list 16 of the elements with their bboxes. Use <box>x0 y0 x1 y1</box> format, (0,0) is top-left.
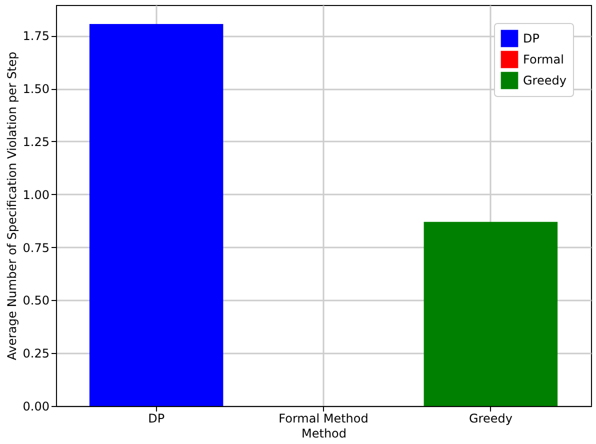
legend-label: Greedy <box>523 74 566 88</box>
x-tick-label: DP <box>148 412 165 426</box>
y-tick-label: 1.75 <box>22 29 50 44</box>
legend-label: DP <box>523 32 540 46</box>
x-axis-title: Method <box>301 426 347 440</box>
y-tick-label: 0.50 <box>22 294 50 308</box>
y-axis-title: Average Number of Specification Violation per Step <box>4 52 19 360</box>
x-tick-label: Formal Method <box>278 412 368 426</box>
y-tick-label: 1.00 <box>22 188 50 202</box>
legend-label: Formal <box>523 52 564 66</box>
y-tick-label: 0.75 <box>22 240 50 255</box>
x-tick-label: Greedy <box>468 412 512 426</box>
y-tick-label: 1.25 <box>22 134 50 149</box>
y-tick-label: 0.00 <box>22 400 50 414</box>
y-tick-label: 1.50 <box>22 82 50 96</box>
y-tick-label: 0.25 <box>22 346 50 361</box>
